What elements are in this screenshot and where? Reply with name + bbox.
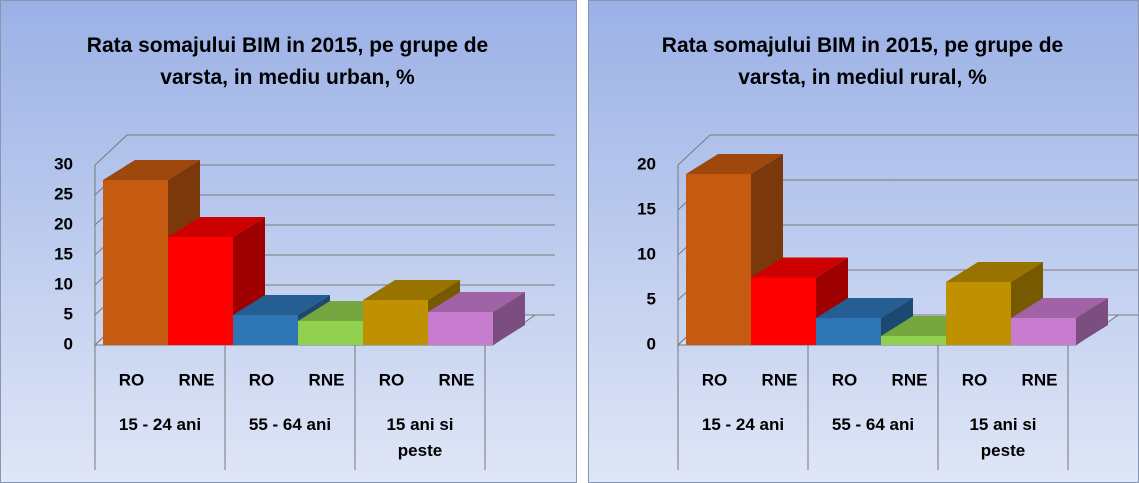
- x-tick-label: RNE: [1022, 370, 1058, 389]
- bar: [751, 277, 816, 345]
- bar: [881, 336, 946, 345]
- bar: [168, 237, 233, 345]
- bar-side: [1076, 298, 1108, 345]
- y-tick-label: 0: [647, 334, 656, 353]
- bar-top: [751, 257, 848, 278]
- chart-title: Rata somajului BIM in 2015, pe grupe de …: [86, 34, 489, 89]
- chart-panel: [588, 0, 1139, 483]
- bar: [363, 300, 428, 345]
- bar-top: [946, 262, 1043, 282]
- group-label: 15 ani si peste: [386, 415, 454, 460]
- bar: [233, 315, 298, 345]
- y-tick-label: 15: [637, 199, 656, 218]
- x-tick-label: RO: [962, 370, 988, 389]
- bar-top: [428, 292, 525, 312]
- y-tick-label: 30: [54, 154, 73, 173]
- y-tick-label: 0: [64, 334, 73, 353]
- bar-top: [1011, 298, 1108, 318]
- bar: [428, 312, 493, 345]
- x-tick-label: RO: [249, 370, 275, 389]
- bar-top: [103, 160, 200, 180]
- x-tick-label: RNE: [439, 370, 475, 389]
- chart-panel: [0, 0, 577, 483]
- grid-line: [94, 134, 128, 166]
- x-tick-label: RO: [832, 370, 858, 389]
- bar-top: [363, 280, 460, 300]
- bar: [946, 282, 1011, 345]
- bar: [1011, 318, 1076, 345]
- bar-top: [816, 298, 913, 318]
- bar-top: [233, 295, 330, 315]
- x-tick-label: RNE: [179, 370, 215, 389]
- group-label: 15 - 24 ani: [701, 415, 785, 434]
- bar: [816, 318, 881, 345]
- bar: [298, 321, 363, 345]
- bar: [103, 180, 168, 345]
- grid-line: [677, 134, 711, 166]
- bar-top: [686, 154, 783, 174]
- group-label: 55 - 64 ani: [831, 415, 915, 434]
- y-tick-label: 25: [54, 184, 73, 203]
- y-tick-label: 20: [637, 154, 656, 173]
- x-tick-label: RNE: [892, 370, 928, 389]
- x-tick-label: RO: [379, 370, 405, 389]
- bar-side: [493, 292, 525, 345]
- y-tick-label: 20: [54, 214, 73, 233]
- group-label: 15 - 24 ani: [118, 415, 202, 434]
- y-tick-label: 5: [64, 304, 73, 323]
- x-tick-label: RO: [119, 370, 145, 389]
- y-tick-label: 10: [54, 274, 73, 293]
- bar-top: [168, 217, 265, 237]
- x-tick-label: RO: [702, 370, 728, 389]
- bar: [686, 174, 751, 345]
- chart-title: Rata somajului BIM in 2015, pe grupe de …: [661, 34, 1064, 89]
- x-tick-label: RNE: [309, 370, 345, 389]
- y-tick-label: 10: [637, 244, 656, 263]
- y-tick-label: 5: [647, 289, 656, 308]
- y-tick-label: 15: [54, 244, 73, 263]
- x-tick-label: RNE: [762, 370, 798, 389]
- group-label: 55 - 64 ani: [248, 415, 332, 434]
- group-label: 15 ani si peste: [969, 415, 1037, 460]
